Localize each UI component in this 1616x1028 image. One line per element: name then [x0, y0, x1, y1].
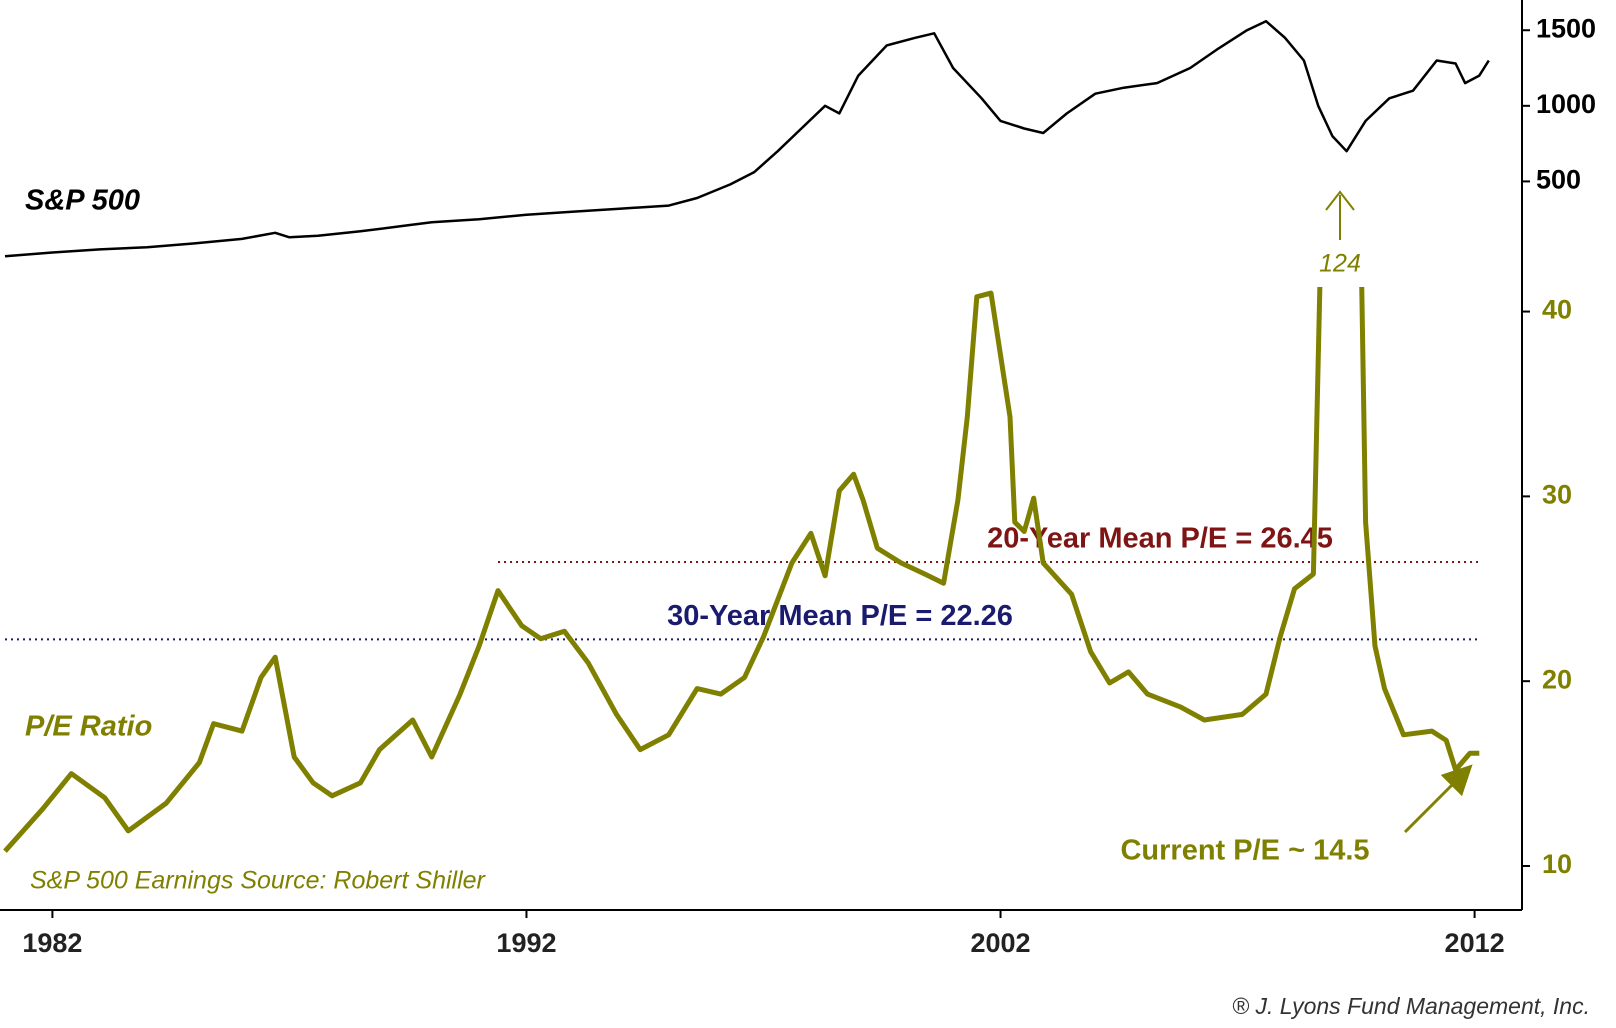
x-tick-label: 1992 — [496, 928, 556, 958]
mean-label: 20-Year Mean P/E = 26.45 — [987, 523, 1333, 555]
x-tick-label: 2002 — [970, 928, 1030, 958]
arrow-head — [1325, 190, 1355, 211]
series-line — [4, 19, 1490, 258]
x-tick-label: 1982 — [22, 928, 82, 958]
y-tick-label: 10 — [1542, 849, 1572, 879]
peak-label: 124 — [1319, 250, 1361, 278]
annotation: Current P/E ~ 14.5 — [1120, 835, 1369, 867]
x-tick-label: 2012 — [1445, 928, 1505, 958]
y-tick-label: 40 — [1542, 295, 1572, 325]
y2-tick-label: 1500 — [1536, 13, 1596, 43]
arrow — [1403, 764, 1473, 834]
y-tick-label: 20 — [1542, 664, 1572, 694]
y2-tick-label: 1000 — [1536, 89, 1596, 119]
y2-tick-label: 500 — [1536, 165, 1581, 195]
source: S&P 500 Earnings Source: Robert Shiller — [30, 867, 487, 895]
series-label: S&P 500 — [25, 185, 140, 217]
series-label: P/E Ratio — [25, 711, 152, 743]
y-tick-label: 30 — [1542, 479, 1572, 509]
credit: ® J. Lyons Fund Management, Inc. — [1232, 993, 1590, 1019]
mean-label: 30-Year Mean P/E = 22.26 — [667, 600, 1013, 632]
series-line — [3, 287, 1480, 853]
